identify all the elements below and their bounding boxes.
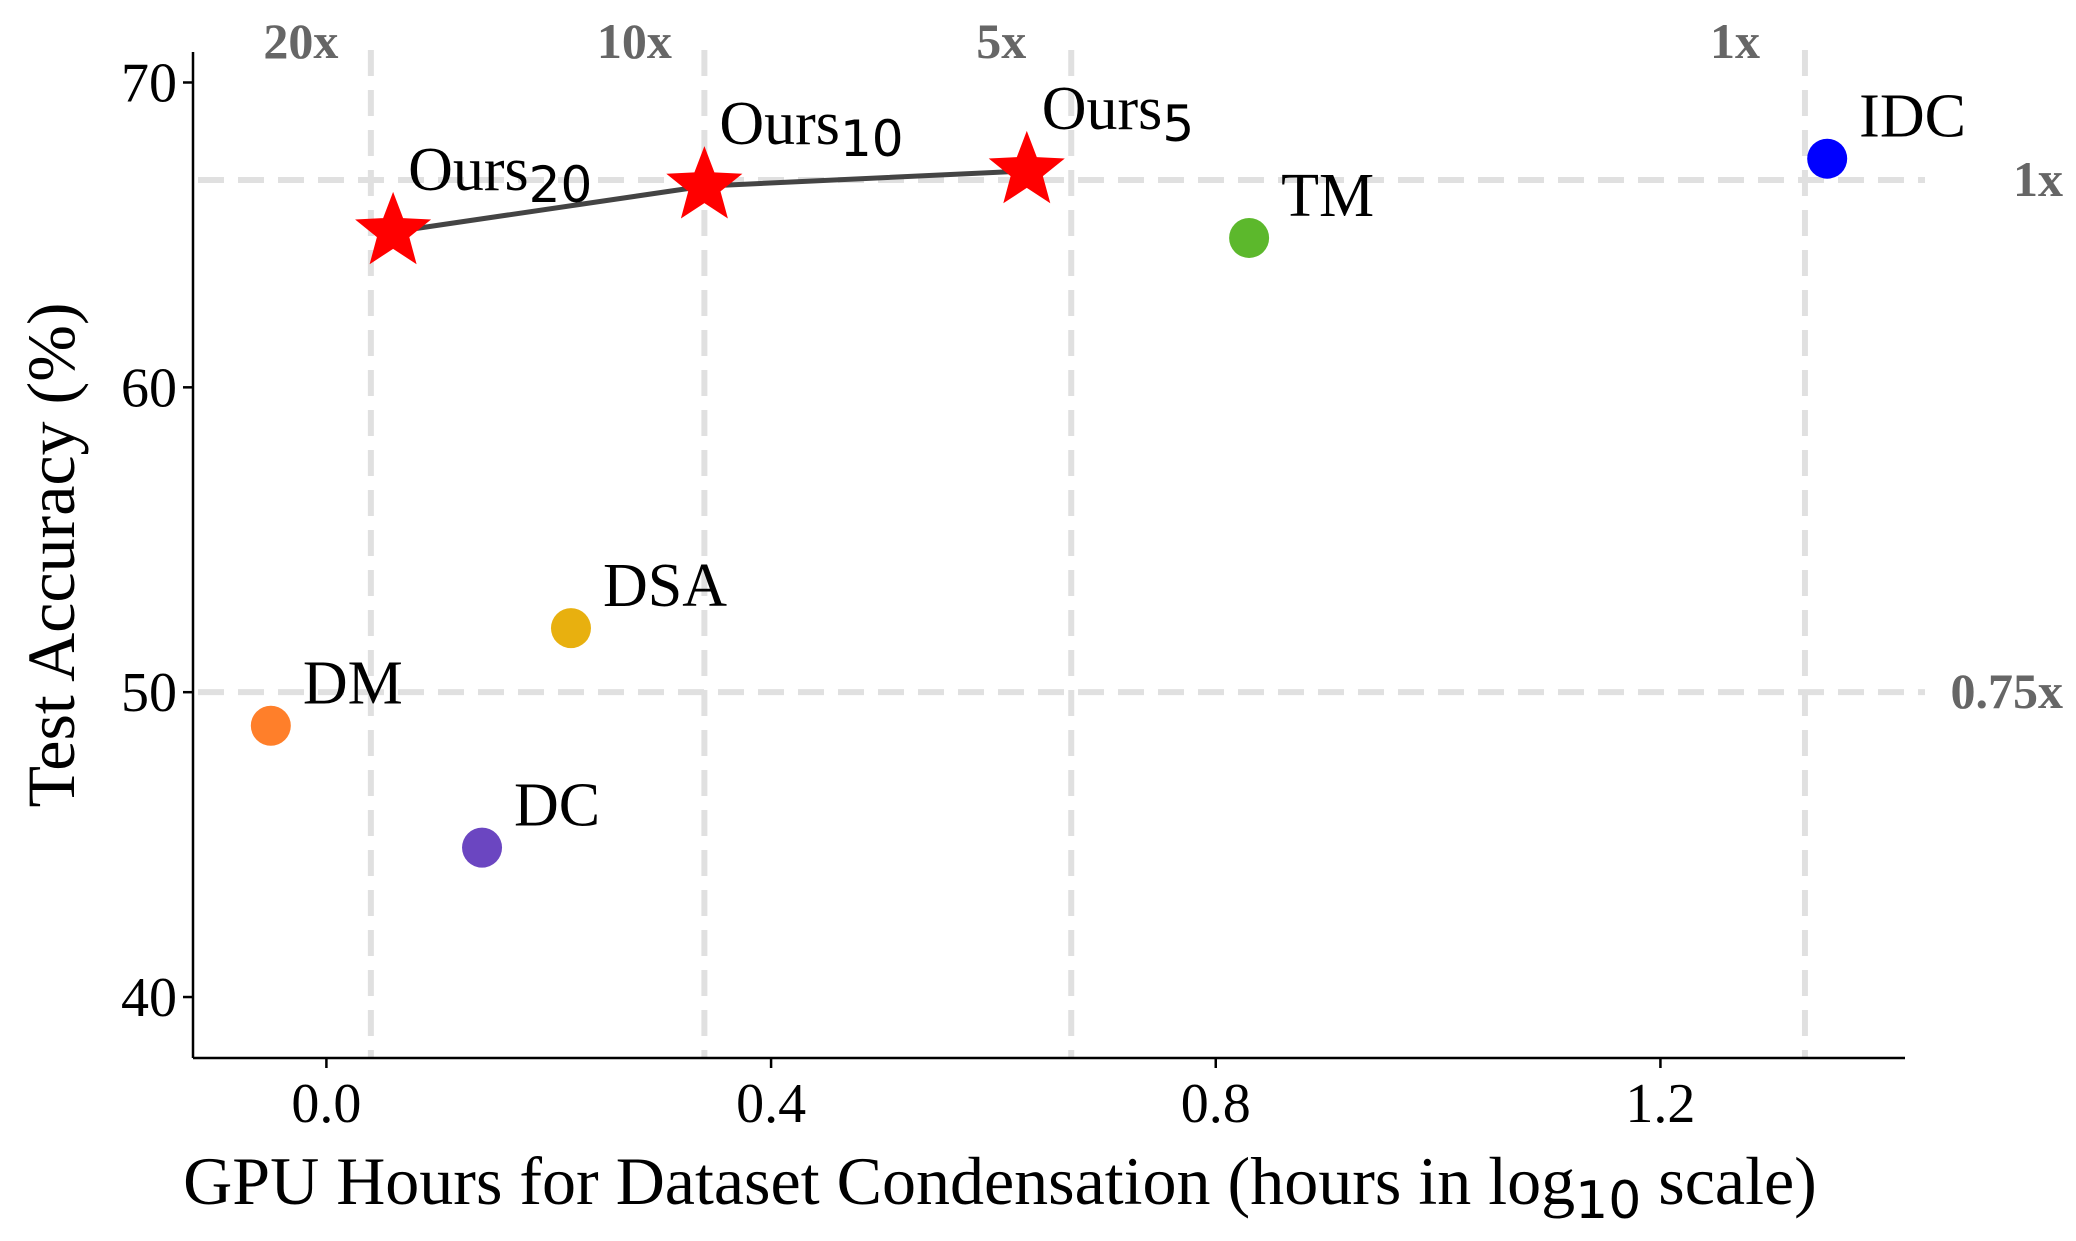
data-label-ours-10: Ours10 (719, 90, 903, 168)
y-axis-label: Test Accuracy (%) (13, 303, 89, 808)
star-point-ours-20 (355, 191, 432, 265)
data-label-dsa: DSA (603, 552, 727, 620)
data-label-ours-5: Ours5 (1042, 75, 1194, 153)
data-label-ours-20: Ours20 (408, 136, 592, 214)
y-tick-label: 50 (121, 662, 177, 724)
x-tick-label: 0.4 (736, 1073, 806, 1135)
vertical-reference-label: 1x (1710, 13, 1760, 69)
star-point-ours-5 (988, 130, 1065, 204)
data-point-dm (250, 705, 291, 746)
x-axis-label: GPU Hours for Dataset Condensation (hour… (183, 1143, 1817, 1231)
y-tick-label: 70 (121, 52, 177, 114)
vertical-reference-label: 20x (263, 13, 338, 69)
x-tick-label: 0.8 (1181, 1073, 1251, 1135)
data-label-dc: DC (514, 772, 600, 840)
vertical-reference-label: 5x (976, 13, 1026, 69)
data-point-dc (462, 827, 503, 868)
horizontal-reference-label: 1x (2013, 151, 2063, 207)
y-tick-label: 60 (121, 357, 177, 419)
data-label-tm: TM (1281, 162, 1374, 230)
data-point-idc (1807, 138, 1848, 179)
data-label-idc: IDC (1859, 83, 1966, 151)
x-tick-label: 0.0 (291, 1073, 361, 1135)
data-label-dm: DM (303, 650, 403, 718)
y-tick-label: 40 (121, 967, 177, 1029)
vertical-reference-label: 10x (597, 13, 672, 69)
star-point-ours-10 (666, 146, 743, 219)
data-point-tm (1229, 217, 1270, 258)
horizontal-reference-label: 0.75x (1951, 663, 2064, 719)
x-tick-label: 1.2 (1625, 1073, 1695, 1135)
data-point-dsa (550, 608, 591, 649)
